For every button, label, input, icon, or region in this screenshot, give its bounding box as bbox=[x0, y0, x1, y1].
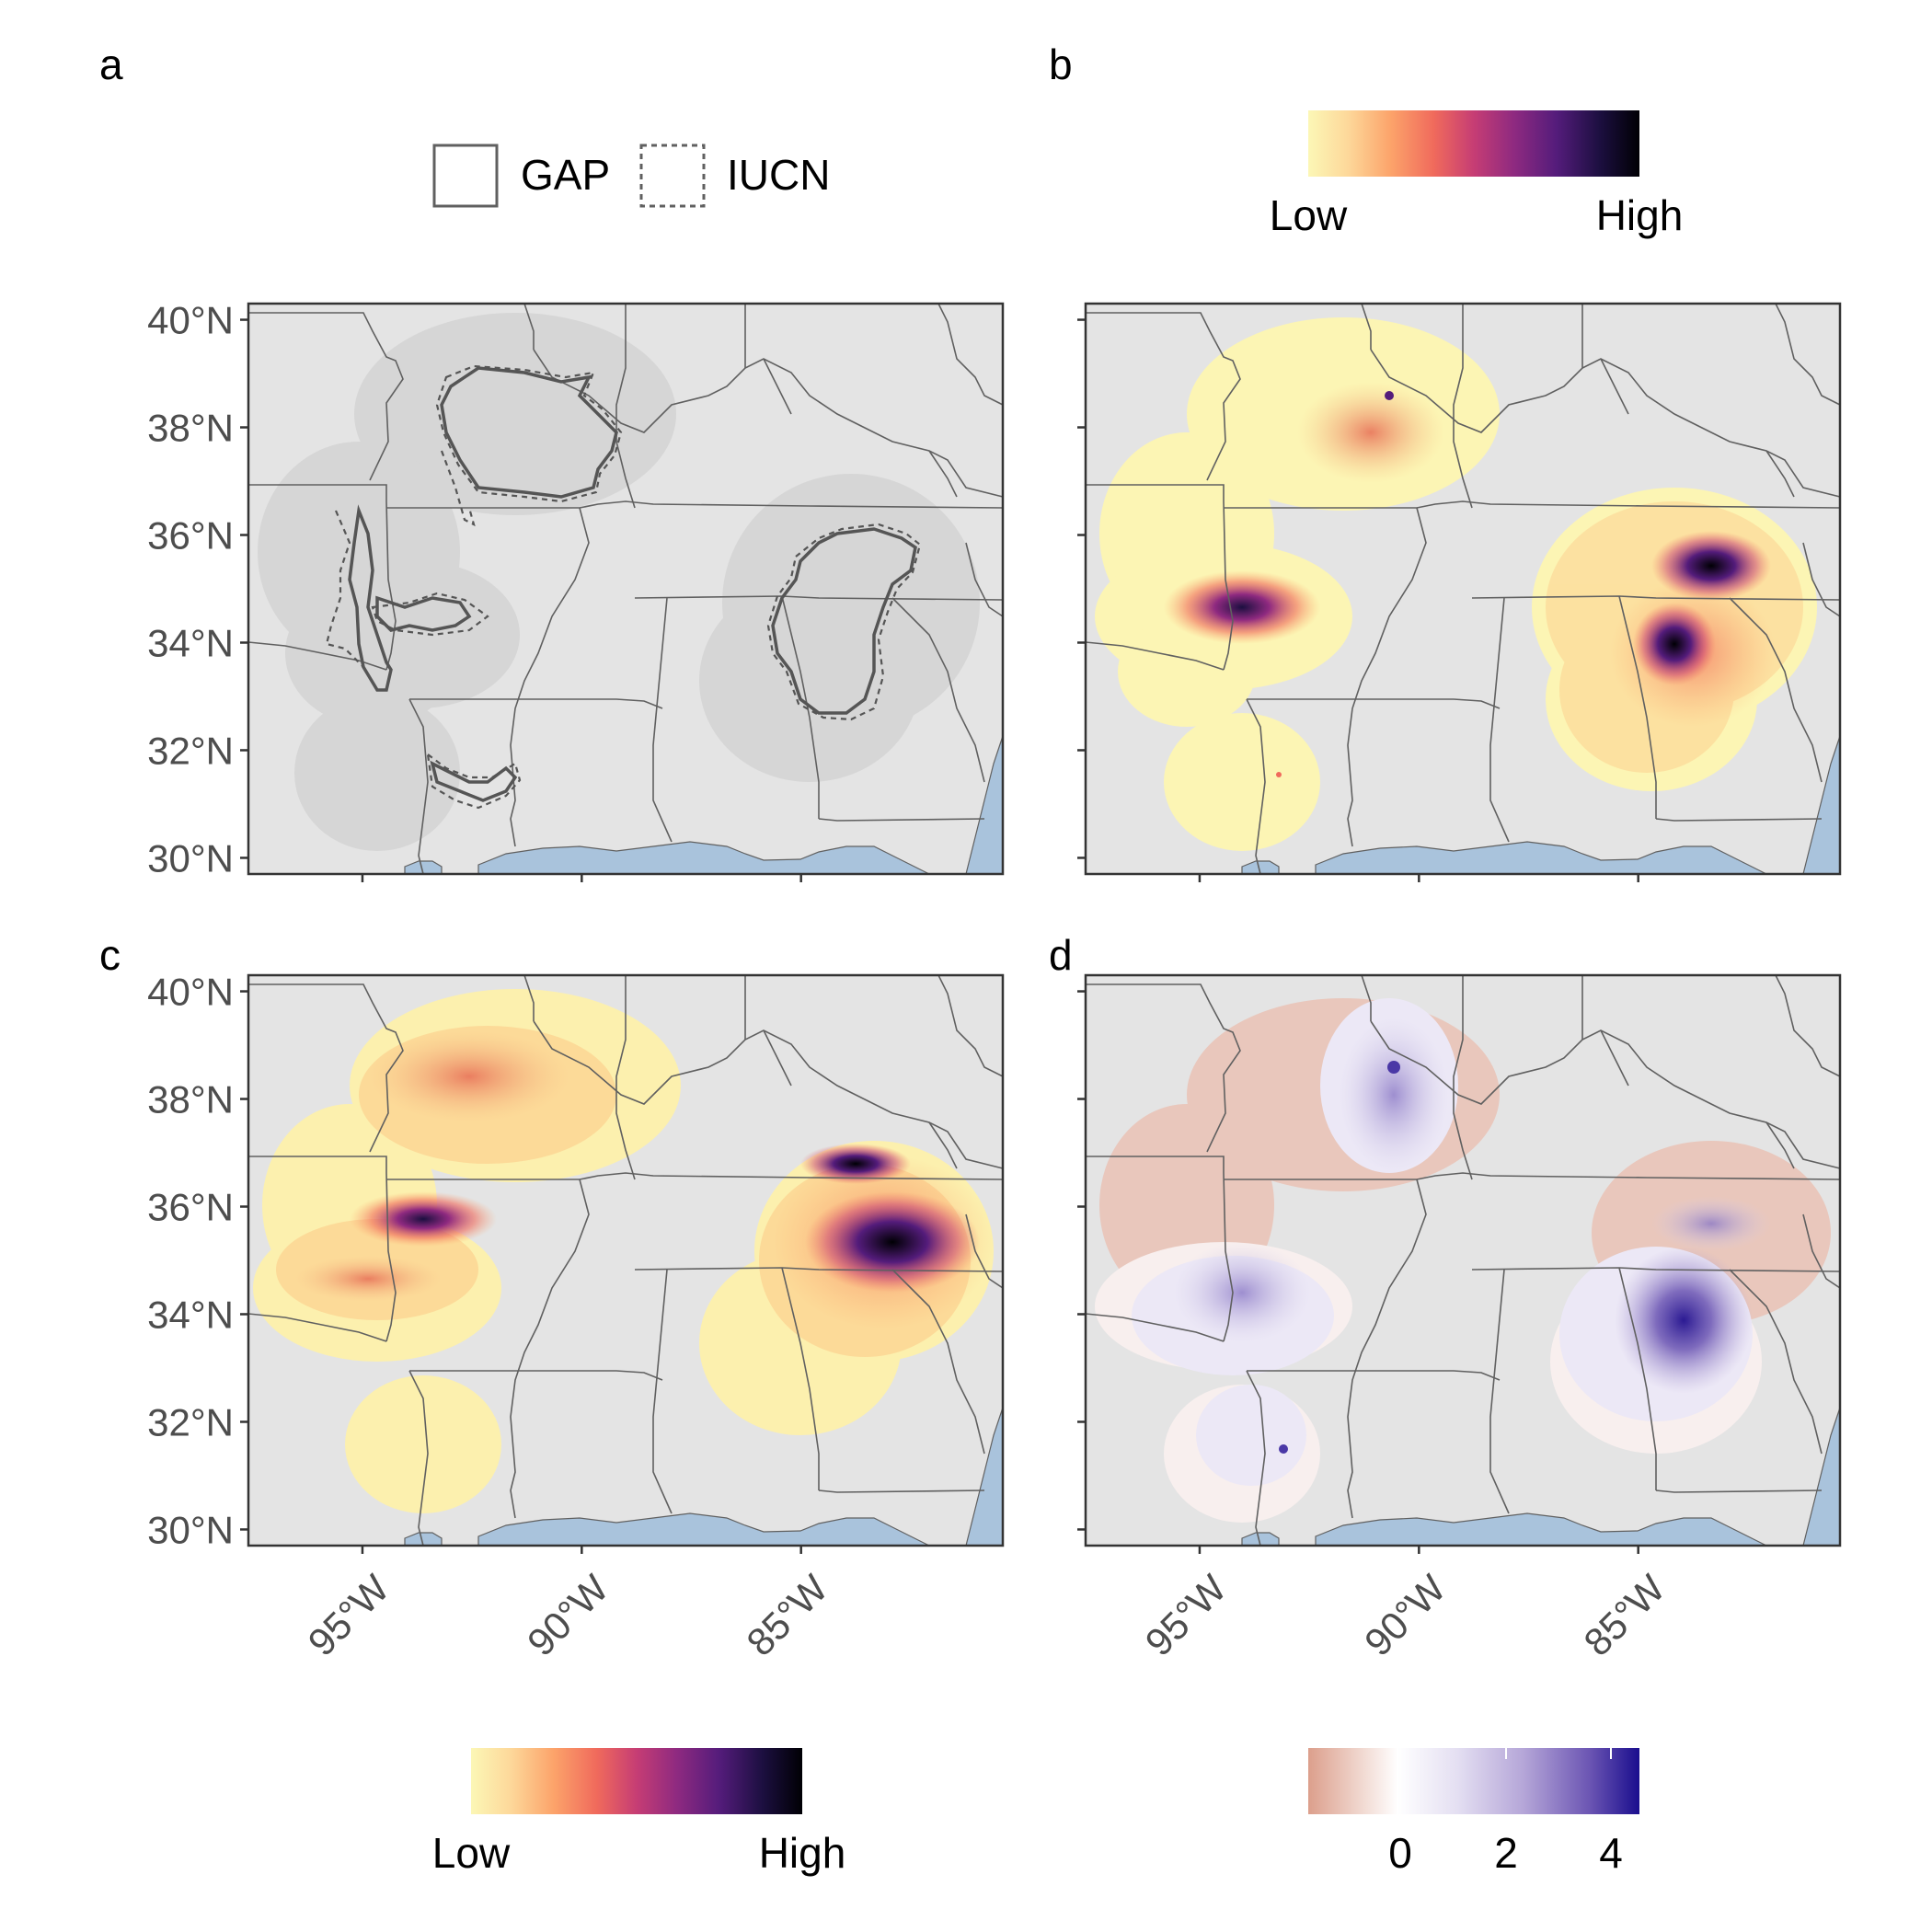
lon-label-c--95: 95°W bbox=[300, 1566, 397, 1663]
panel-a-letter: a bbox=[99, 40, 123, 88]
suitability-c bbox=[253, 989, 994, 1513]
legend-iucn-label: IUCN bbox=[727, 151, 830, 199]
legend-b-colorbar bbox=[1308, 110, 1639, 177]
legend-b-low: Low bbox=[1270, 191, 1348, 239]
lon-label-d--95: 95°W bbox=[1137, 1566, 1235, 1663]
lon-label-d--90: 90°W bbox=[1356, 1566, 1454, 1663]
legend-iucn-swatch bbox=[639, 144, 706, 208]
lat-label-c-36: 36°N bbox=[147, 1186, 234, 1229]
map-panel-d bbox=[1084, 973, 1842, 1547]
suitability-b bbox=[1095, 317, 1817, 851]
legend-d: 0 2 4 bbox=[1308, 1748, 1639, 1877]
difference-d bbox=[1095, 998, 1831, 1523]
map-panel-c bbox=[247, 973, 1005, 1547]
map-panel-b bbox=[1084, 302, 1842, 876]
panel-c-letter: c bbox=[99, 931, 121, 979]
lat-label-a-40: 40°N bbox=[147, 299, 234, 342]
lon-label-c--90: 90°W bbox=[519, 1566, 616, 1663]
panel-d-letter: d bbox=[1049, 931, 1073, 979]
legend-c-colorbar bbox=[471, 1748, 802, 1814]
lat-label-c-38: 38°N bbox=[147, 1078, 234, 1121]
lat-label-a-36: 36°N bbox=[147, 514, 234, 558]
legend-gap-label: GAP bbox=[521, 151, 610, 199]
legend-b-high: High bbox=[1596, 191, 1684, 239]
legend-d-tick-0: 0 bbox=[1388, 1829, 1412, 1877]
lat-label-a-32: 32°N bbox=[147, 729, 234, 772]
gap-ranges bbox=[348, 366, 917, 802]
lon-label-d--85: 85°W bbox=[1575, 1566, 1673, 1663]
legend-c-high: High bbox=[759, 1829, 846, 1877]
legend-a: GAP IUCN bbox=[432, 144, 830, 208]
legend-c: Low High bbox=[432, 1748, 846, 1877]
lon-label-c--85: 85°W bbox=[738, 1566, 835, 1663]
lat-label-a-38: 38°N bbox=[147, 407, 234, 450]
panel-b-letter: b bbox=[1049, 40, 1073, 88]
iucn-ranges bbox=[325, 364, 922, 810]
legend-d-tick-4: 4 bbox=[1599, 1829, 1623, 1877]
legend-d-colorbar bbox=[1308, 1748, 1639, 1814]
lat-label-c-32: 32°N bbox=[147, 1400, 234, 1443]
lat-label-a-30: 30°N bbox=[147, 836, 234, 880]
legend-d-tick-2: 2 bbox=[1494, 1829, 1518, 1877]
legend-b: Low High bbox=[1270, 110, 1684, 239]
map-panel-a bbox=[247, 302, 1005, 876]
lat-label-c-30: 30°N bbox=[147, 1508, 234, 1551]
lat-label-a-34: 34°N bbox=[147, 621, 234, 664]
axes: 40°N 38°N 36°N 34°N 32°N 30°N 40°N 38°N 36°N 34°N… bbox=[147, 299, 1673, 1664]
legend-c-low: Low bbox=[432, 1829, 511, 1877]
lat-label-c-34: 34°N bbox=[147, 1293, 234, 1336]
lat-label-c-40: 40°N bbox=[147, 971, 234, 1014]
legend-gap-swatch bbox=[432, 144, 499, 208]
